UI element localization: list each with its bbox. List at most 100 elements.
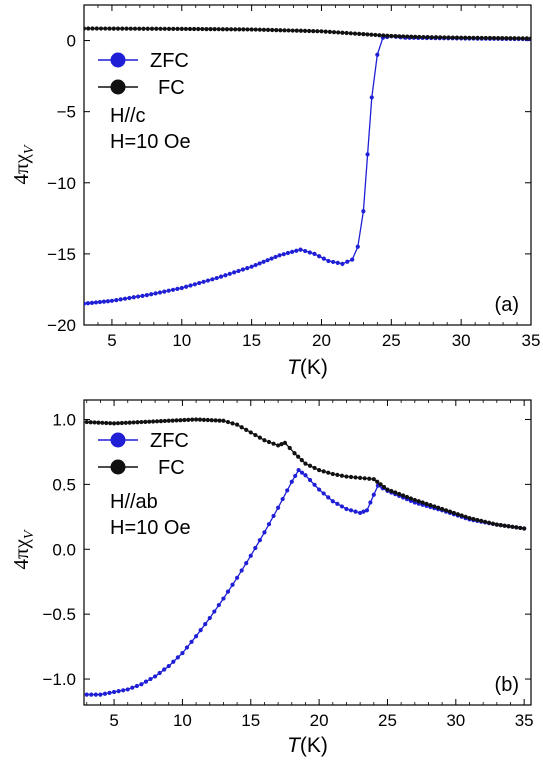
data-point-fc — [221, 418, 226, 423]
data-point-fc — [377, 33, 382, 38]
panel-a: 5 10 15 20 25 30 35 −20 −15 −10 −5 0 ZFC FC H//c H=10 O… — [9, 4, 540, 379]
data-point-fc — [522, 526, 527, 531]
data-point-fc — [257, 435, 262, 440]
data-point-fc — [433, 35, 439, 40]
data-point-fc — [459, 35, 464, 40]
y-tick-label: −5 — [57, 103, 76, 122]
data-point-fc — [230, 421, 235, 426]
data-point-zfc — [101, 299, 107, 304]
data-point-fc — [154, 26, 159, 31]
annotation-text: H=10 Oe — [110, 517, 191, 539]
data-point-zfc — [257, 538, 262, 543]
data-point-fc — [421, 34, 426, 40]
data-point-fc — [86, 26, 91, 31]
data-point-zfc — [235, 575, 240, 580]
data-point-fc — [471, 516, 476, 522]
data-point-fc — [506, 524, 511, 529]
data-point-fc — [282, 28, 287, 33]
data-point-fc — [265, 27, 271, 32]
data-point-fc — [224, 27, 230, 32]
data-point-fc — [220, 27, 225, 32]
data-point-fc — [208, 27, 213, 32]
data-point-fc — [84, 26, 87, 31]
data-point-zfc — [189, 639, 194, 644]
data-point-fc — [276, 443, 281, 448]
data-point-fc — [375, 479, 380, 484]
data-point-zfc — [218, 274, 224, 279]
data-point-fc — [200, 26, 205, 32]
y-axis-label: 4πχV — [9, 144, 37, 184]
data-point-fc — [201, 417, 207, 422]
data-point-fc — [278, 28, 283, 33]
panel-label: (b) — [495, 674, 519, 696]
data-point-zfc — [271, 513, 276, 519]
data-point-fc — [237, 27, 242, 32]
data-point-fc — [262, 438, 267, 443]
data-point-zfc — [131, 295, 136, 300]
x-tick-label: 30 — [446, 711, 465, 730]
data-point-zfc — [355, 244, 360, 249]
data-point-fc — [425, 35, 430, 40]
data-point-zfc — [170, 287, 176, 292]
data-point-zfc — [236, 268, 241, 274]
data-point-fc — [303, 461, 308, 466]
data-point-fc — [520, 36, 525, 41]
y-axis-label-sub: V — [22, 529, 37, 539]
data-point-fc — [512, 36, 517, 41]
data-point-fc — [205, 417, 210, 423]
data-point-fc — [339, 473, 345, 478]
y-tick-label: 0 — [67, 32, 76, 51]
data-point-fc — [326, 470, 331, 475]
data-point-fc — [438, 35, 443, 40]
legend-label-fc: FC — [158, 457, 185, 479]
x-tick-label: 25 — [382, 331, 401, 350]
data-point-fc — [179, 26, 184, 31]
data-point-zfc — [285, 488, 290, 493]
data-point-fc — [149, 26, 155, 31]
data-point-fc — [196, 26, 201, 32]
data-point-fc — [483, 519, 488, 524]
data-point-zfc — [266, 522, 272, 527]
data-point-fc — [96, 420, 101, 425]
y-axis-label-main: 4πχ — [9, 538, 33, 569]
data-point-fc — [371, 477, 376, 482]
data-point-fc — [500, 36, 505, 41]
data-point-fc — [401, 34, 406, 39]
data-point-fc — [446, 35, 451, 40]
data-point-fc — [90, 26, 95, 31]
data-point-fc — [344, 474, 349, 479]
data-point-fc — [98, 26, 104, 31]
data-point-fc — [454, 35, 460, 40]
data-point-fc — [244, 427, 249, 432]
data-point-zfc — [166, 663, 171, 669]
x-axis-label-unit: (K) — [300, 356, 328, 379]
data-point-fc — [409, 34, 414, 39]
data-point-fc — [357, 31, 362, 36]
data-point-zfc — [121, 688, 126, 693]
data-point-fc — [248, 430, 253, 435]
data-point-zfc — [361, 209, 366, 214]
y-tick-label: −15 — [47, 245, 76, 264]
data-point-fc — [84, 419, 89, 425]
data-point-fc — [135, 420, 140, 425]
data-point-zfc — [201, 279, 206, 284]
data-point-zfc — [210, 277, 215, 282]
data-point-zfc — [85, 301, 91, 306]
y-tick-label: −10 — [47, 174, 76, 193]
data-point-zfc — [281, 252, 286, 257]
data-point-fc — [286, 28, 291, 33]
x-tick-label: 20 — [310, 711, 329, 730]
data-point-zfc — [230, 582, 235, 587]
data-point-zfc — [203, 621, 208, 627]
data-point-zfc — [358, 510, 363, 516]
x-tick-label: 5 — [107, 331, 116, 350]
data-point-fc — [385, 487, 390, 492]
data-point-zfc — [98, 692, 103, 697]
data-point-zfc — [175, 655, 180, 660]
x-axis-label-var: T — [287, 734, 302, 757]
data-point-zfc — [127, 295, 132, 301]
data-point-fc — [352, 31, 358, 36]
data-point-zfc — [368, 500, 373, 505]
data-point-fc — [166, 26, 172, 31]
data-point-zfc — [153, 291, 158, 296]
